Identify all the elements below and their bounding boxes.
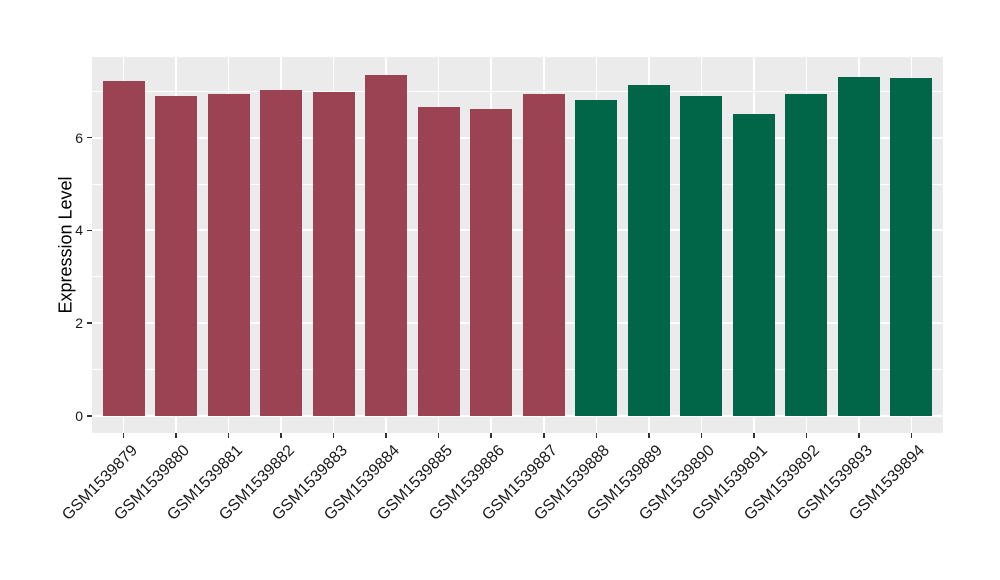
- x-tick-mark: [700, 433, 703, 438]
- bar-GSM1539890: [680, 95, 723, 416]
- bar-GSM1539881: [207, 94, 250, 416]
- bar-GSM1539891: [732, 114, 775, 416]
- x-tick-mark: [858, 433, 860, 438]
- x-tick-mark: [910, 433, 913, 438]
- bar-GSM1539880: [155, 95, 198, 416]
- minor-gridline: [92, 369, 943, 371]
- bar-GSM1539894: [890, 78, 933, 416]
- minor-gridline: [92, 276, 943, 278]
- minor-gridline: [92, 183, 943, 185]
- y-tick-mark: [87, 415, 92, 417]
- x-tick-mark: [543, 433, 545, 438]
- x-tick-mark: [437, 433, 440, 438]
- y-tick-label: 0: [75, 408, 83, 424]
- bar-GSM1539888: [575, 99, 618, 416]
- x-tick-mark: [122, 433, 125, 438]
- minor-gridline: [92, 90, 943, 92]
- y-tick-mark: [87, 136, 92, 139]
- major-gridline: [92, 136, 943, 139]
- y-tick-label: 6: [75, 129, 83, 146]
- x-tick-mark: [280, 433, 282, 438]
- plot-panel: [92, 57, 943, 433]
- y-tick-mark: [87, 322, 92, 324]
- x-tick-mark: [595, 433, 598, 438]
- bar-GSM1539882: [260, 89, 303, 416]
- major-gridline: [92, 229, 943, 232]
- bar-GSM1539884: [365, 75, 408, 416]
- bar-GSM1539892: [785, 94, 828, 416]
- major-gridline: [92, 415, 943, 417]
- x-tick-mark: [175, 433, 177, 438]
- bar-GSM1539893: [837, 77, 880, 416]
- bar-GSM1539885: [417, 107, 460, 416]
- x-tick-mark: [805, 433, 808, 438]
- bar-GSM1539887: [522, 93, 565, 416]
- bar-GSM1539889: [627, 84, 670, 416]
- bar-GSM1539886: [470, 108, 513, 416]
- x-tick-mark: [385, 433, 387, 438]
- x-tick-mark: [648, 433, 650, 438]
- bar-GSM1539879: [102, 80, 145, 416]
- x-tick-mark: [753, 433, 755, 438]
- bar-GSM1539883: [312, 91, 355, 416]
- y-tick-mark: [87, 229, 92, 232]
- y-axis-title: Expression Level: [55, 176, 76, 314]
- x-tick-mark: [332, 433, 335, 438]
- y-tick-label: 4: [75, 222, 83, 239]
- major-gridline: [92, 322, 943, 325]
- y-tick-label: 2: [75, 315, 83, 332]
- x-tick-mark: [490, 433, 492, 438]
- x-tick-mark: [227, 433, 230, 438]
